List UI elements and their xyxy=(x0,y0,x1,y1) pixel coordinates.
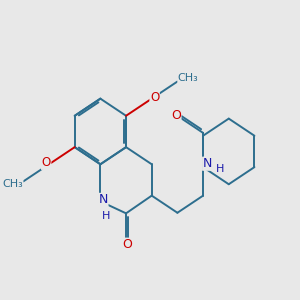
Text: methoxy: methoxy xyxy=(190,78,196,79)
Text: O: O xyxy=(150,91,159,104)
Text: CH₃: CH₃ xyxy=(2,179,23,189)
Text: N: N xyxy=(98,194,108,206)
Text: H: H xyxy=(102,211,110,220)
Text: CH₃: CH₃ xyxy=(178,73,199,83)
Text: O: O xyxy=(41,156,51,169)
Text: O: O xyxy=(122,238,132,251)
Text: H: H xyxy=(216,164,224,173)
Text: O: O xyxy=(171,109,181,122)
Text: N: N xyxy=(203,157,212,170)
